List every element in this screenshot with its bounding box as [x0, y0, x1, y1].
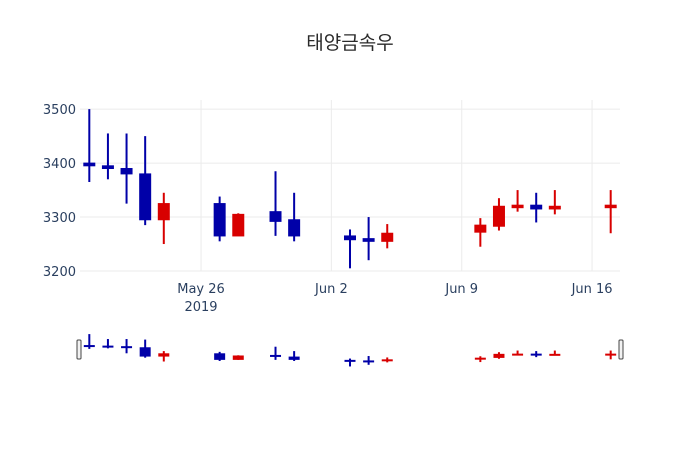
y-tick-label: 3300 [43, 211, 76, 226]
candle-body [101, 165, 114, 170]
slider-candle-body [232, 355, 244, 360]
x-tick-label: Jun 16 [571, 282, 613, 297]
candle-body [269, 211, 282, 222]
candle [362, 217, 375, 261]
range-slider-right-handle[interactable] [618, 339, 624, 360]
slider-candle-body [381, 359, 393, 362]
slider-candle [512, 350, 524, 356]
candle [511, 190, 524, 212]
slider-candle [605, 350, 617, 360]
range-slider[interactable] [76, 334, 624, 367]
candle [101, 133, 114, 180]
candle-body [83, 162, 96, 167]
y-axis-ticks: 3200 3300 3400 3500 [43, 103, 76, 280]
slider-candle-body [474, 357, 486, 360]
slider-candle [530, 351, 542, 358]
slider-candle-body [363, 360, 375, 363]
slider-candle-body [512, 353, 524, 356]
candle [139, 136, 152, 226]
slider-candle-body [344, 359, 356, 362]
slider-candle-body [493, 353, 505, 358]
candle [232, 213, 245, 237]
x-tick-label: Jun 9 [444, 282, 478, 297]
slider-candle [139, 339, 151, 358]
candle [269, 171, 282, 236]
candle-body [157, 203, 170, 221]
chart-title: 태양금속우 [306, 32, 394, 54]
slider-candle [270, 346, 282, 360]
candle-body [474, 224, 487, 233]
slider-candle-body [288, 356, 300, 360]
slider-candle [158, 351, 170, 362]
slider-candle [381, 357, 393, 363]
candle [83, 109, 96, 182]
slider-candle-body [139, 347, 151, 357]
slider-candle [214, 351, 226, 361]
y-tick-label: 3200 [43, 265, 76, 280]
slider-candle [102, 339, 114, 349]
candle-body [139, 173, 152, 221]
slider-candle-body [549, 353, 561, 356]
slider-candle [549, 350, 561, 356]
slider-candle-body [83, 345, 95, 348]
candle [474, 218, 487, 247]
candle-body [548, 205, 561, 210]
slider-candle-body [121, 346, 133, 349]
candle [381, 224, 394, 249]
slider-candle [232, 355, 244, 360]
gridlines [80, 100, 620, 272]
slider-candle-body [270, 354, 282, 357]
candle-body [492, 205, 505, 227]
candle-body [288, 219, 301, 237]
candle-body [344, 235, 356, 241]
candle [344, 229, 356, 269]
candle-body [232, 213, 245, 237]
candles [83, 109, 617, 269]
slider-candle-body [158, 353, 170, 357]
x-tick-sublabel: 2019 [184, 300, 217, 315]
x-tick-label: Jun 2 [314, 282, 348, 297]
candle-body [511, 204, 524, 209]
slider-candle [83, 334, 95, 349]
y-tick-label: 3500 [43, 103, 76, 118]
slider-candle [474, 356, 486, 363]
candle-body [530, 204, 543, 210]
y-tick-label: 3400 [43, 157, 76, 172]
slider-candle [288, 351, 300, 361]
x-tick-label: May 26 [177, 282, 225, 297]
candle [157, 192, 170, 245]
candle [288, 192, 301, 242]
candle [604, 190, 617, 234]
candle [120, 133, 133, 204]
candle [548, 190, 561, 215]
slider-candle-body [214, 353, 226, 360]
x-axis-ticks: May 26 2019 Jun 2 Jun 9 Jun 16 [177, 282, 612, 315]
slider-candle [493, 352, 505, 359]
candle-body [604, 204, 617, 209]
slider-candle-body [530, 353, 542, 356]
slider-candle [344, 358, 356, 367]
candle-body [213, 203, 226, 237]
candle-body [120, 168, 133, 175]
range-slider-left-handle[interactable] [76, 339, 82, 360]
candle [530, 192, 543, 223]
candle-body [381, 232, 394, 242]
slider-candle [121, 339, 133, 354]
slider-candle-body [102, 345, 114, 348]
slider-candle-body [605, 353, 617, 356]
candle-body [362, 238, 375, 242]
slider-candle [363, 356, 375, 365]
range-slider-candles [83, 334, 617, 367]
candle [213, 196, 226, 242]
candle [492, 198, 505, 231]
